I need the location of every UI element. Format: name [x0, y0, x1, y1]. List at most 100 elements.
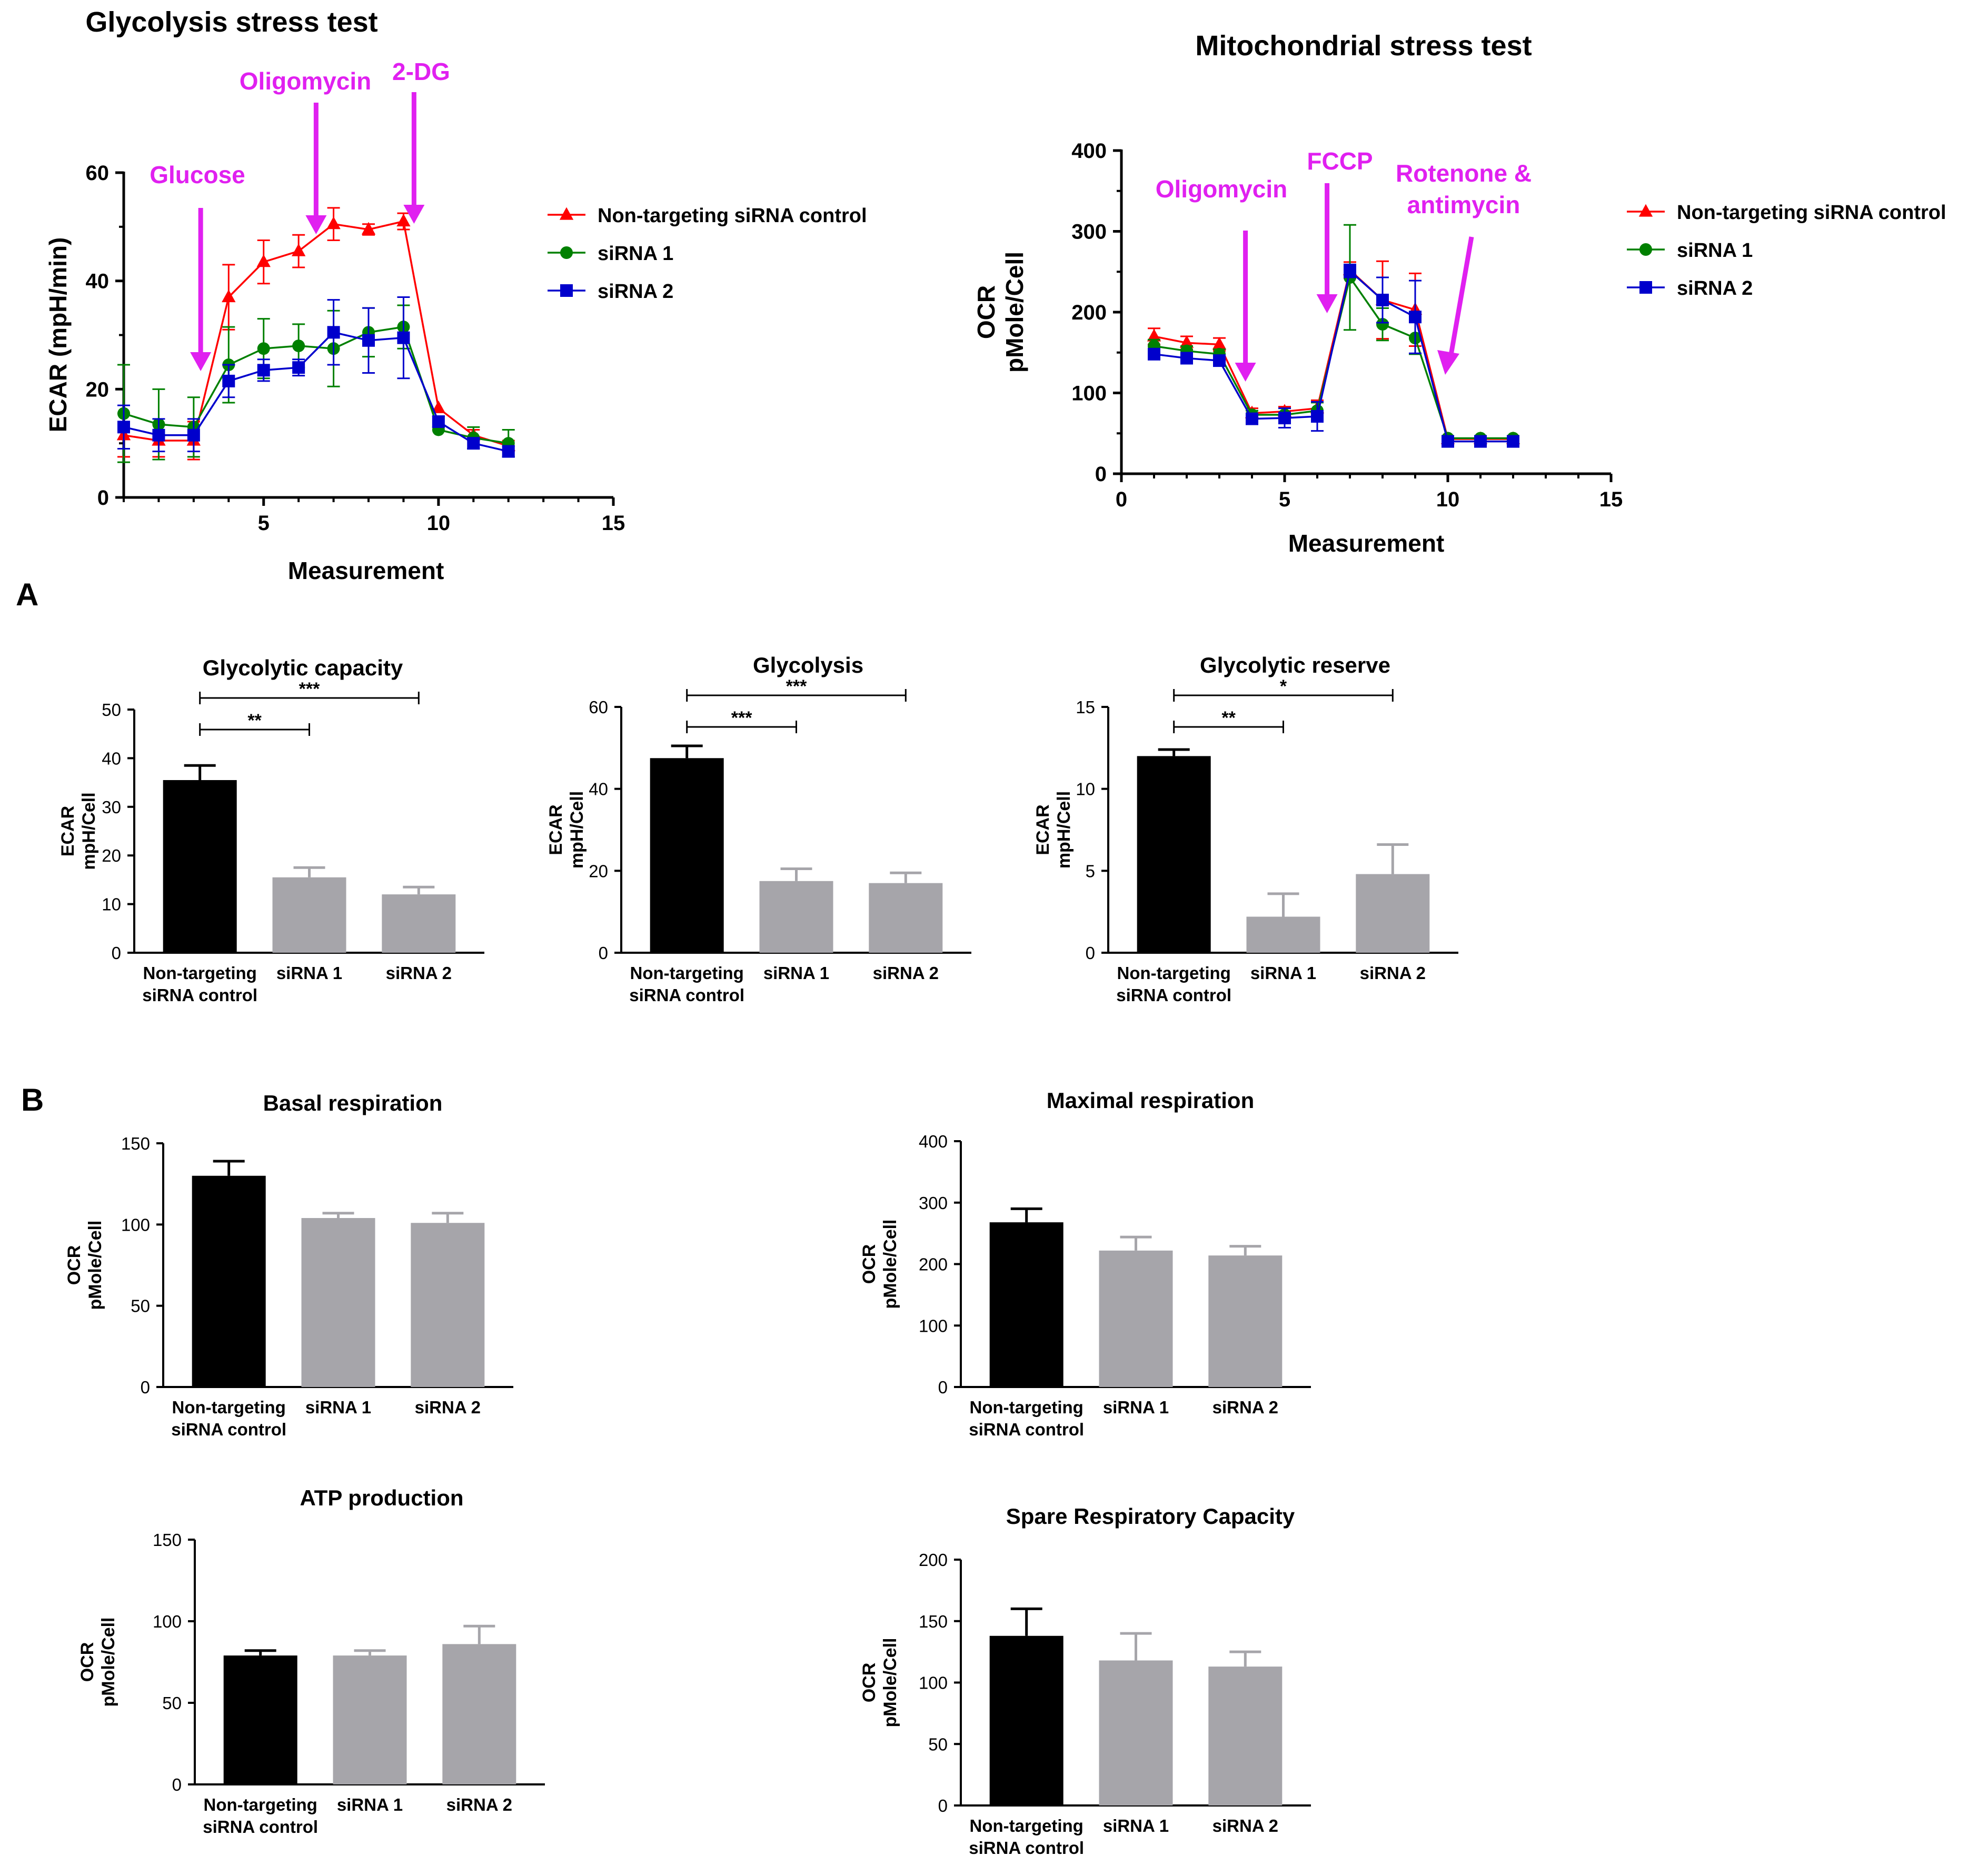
data-point: [1376, 318, 1389, 331]
x-axis-label: Measurement: [288, 557, 444, 584]
y-tick-label: 0: [112, 943, 121, 963]
y-tick-label: 60: [589, 697, 608, 717]
series-2: [117, 296, 515, 458]
y-tick-label: 50: [131, 1296, 150, 1316]
category-label: siRNA 2: [1212, 1816, 1278, 1835]
annotation-arrow: [305, 103, 327, 234]
category-label: siRNA 2: [386, 963, 452, 983]
annotation-arrow-head: [1235, 363, 1256, 382]
data-point: [1409, 311, 1422, 324]
bar: [333, 1655, 407, 1784]
y-tick-label: 200: [919, 1255, 948, 1274]
series-line: [123, 220, 509, 447]
category-label: siRNA control: [203, 1817, 318, 1837]
y-axis-label: OCRpMole/Cell: [859, 1219, 900, 1309]
y-tick-label: 40: [86, 270, 110, 293]
bar: [1099, 1660, 1173, 1805]
series-0: [116, 207, 515, 461]
chart-glyco-stress: Glycolysis stress test 5 10 15 0 20 40 60 Measur…: [44, 6, 867, 584]
bar: [1208, 1667, 1283, 1805]
y-tick-label: 0: [938, 1378, 948, 1397]
y-axis-label: OCRpMole/Cell: [859, 1638, 900, 1727]
bar: [989, 1635, 1063, 1805]
category-label: siRNA 2: [446, 1795, 512, 1814]
bar: [1246, 916, 1320, 953]
y-tick-label: 5: [1086, 861, 1095, 881]
significance-label: ***: [299, 679, 320, 699]
y-axis-label: ECAR (mpH/min): [44, 237, 72, 433]
bar: [192, 1175, 266, 1387]
chart-glycolysis: Glycolysis 0 20 40 60 ECARmpH/Cell Non-targeti…: [546, 653, 971, 1005]
legend-entry: Non-targeting siRNA control: [548, 205, 867, 227]
data-point: [256, 254, 271, 267]
panel-label-a: A: [16, 577, 38, 612]
y-tick-label: 100: [919, 1316, 948, 1335]
bar-group: siRNA 1: [1099, 1235, 1173, 1417]
data-point: [397, 331, 410, 344]
significance-bracket: *: [1173, 676, 1394, 702]
data-point: [222, 290, 236, 303]
y-axis-label-line: ECAR: [546, 804, 566, 855]
bar: [869, 883, 943, 953]
category-label: Non-targeting: [970, 1816, 1084, 1835]
x-tick-label: 5: [258, 512, 270, 535]
y-axis-label-line: OCR: [859, 1663, 879, 1703]
category-label: siRNA 1: [337, 1795, 403, 1814]
data-point: [222, 374, 235, 387]
bar: [382, 894, 456, 953]
y-axis-label-line: OCR: [77, 1642, 97, 1682]
data-point: [1246, 412, 1258, 425]
y-axis-label-line: ECAR: [1033, 804, 1053, 855]
y-tick-label: 150: [153, 1530, 182, 1550]
chart-maximal-respiration: Maximal respiration 0 100 200 300 400 OCRpMole…: [859, 1088, 1311, 1439]
data-point: [292, 340, 305, 353]
data-point: [1376, 293, 1389, 306]
category-label: siRNA 1: [305, 1398, 371, 1417]
legend-label: Non-targeting siRNA control: [1677, 202, 1946, 224]
y-tick-label: 0: [938, 1796, 948, 1815]
chart-title: Basal respiration: [263, 1091, 443, 1115]
bar: [442, 1644, 516, 1784]
bar: [1099, 1250, 1173, 1387]
legend-marker: [1639, 243, 1652, 256]
y-tick-label: 0: [599, 943, 608, 963]
legend-label: siRNA 2: [598, 281, 673, 303]
significance-bracket: **: [199, 711, 310, 736]
y-axis-label-line: pMole/Cell: [85, 1220, 105, 1310]
data-point: [1213, 354, 1226, 367]
y-tick-label: 300: [919, 1193, 948, 1213]
data-point: [1147, 328, 1161, 342]
y-axis-label-line: OCR: [972, 285, 1000, 339]
significance-label: **: [247, 711, 262, 731]
legend-entry: siRNA 2: [548, 281, 673, 303]
significance-label: **: [1221, 708, 1236, 728]
y-tick-label: 150: [121, 1134, 150, 1153]
y-axis-label-line: ECAR: [58, 806, 78, 856]
bar-group: siRNA 1: [759, 867, 833, 983]
data-point: [152, 428, 165, 442]
bar: [163, 780, 237, 953]
data-point: [257, 364, 270, 377]
y-axis-label-line: pMole/Cell: [880, 1219, 900, 1309]
legend-label: Non-targeting siRNA control: [598, 205, 867, 227]
category-label: Non-targeting: [1117, 963, 1231, 983]
data-point: [292, 361, 305, 374]
y-axis-label-line: mpH/Cell: [79, 792, 99, 870]
y-tick-label: 10: [102, 895, 121, 914]
legend-entry: siRNA 1: [1627, 240, 1753, 262]
category-label: Non-targeting: [630, 963, 744, 983]
category-label: siRNA control: [969, 1420, 1084, 1439]
category-label: siRNA 2: [873, 963, 939, 983]
y-axis-label: ECARmpH/Cell: [1033, 791, 1074, 869]
y-tick-label: 50: [928, 1734, 948, 1754]
y-tick-label: 20: [589, 861, 608, 881]
chart-basal-respiration: Basal respiration 0 50 100 150 OCRpMole/Cell N…: [64, 1091, 513, 1439]
bar: [411, 1223, 485, 1387]
y-tick-label: 50: [102, 700, 121, 720]
legend-marker: [560, 246, 573, 259]
bar-group: siRNA 2: [411, 1212, 485, 1417]
y-tick-label: 300: [1071, 221, 1107, 244]
series-line: [123, 331, 509, 453]
